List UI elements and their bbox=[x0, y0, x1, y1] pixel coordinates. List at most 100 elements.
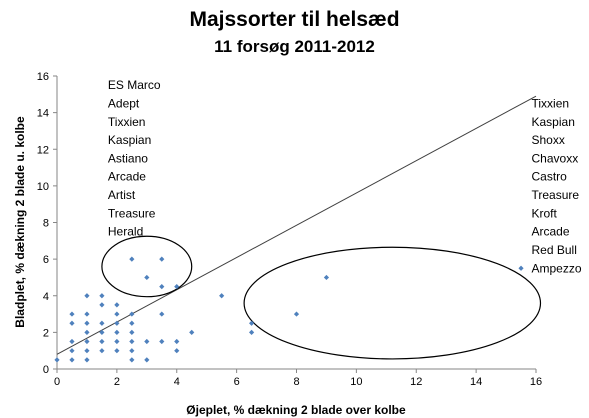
data-point bbox=[114, 348, 120, 354]
annotations: ES Marco Adept Tixxien Kaspian Astiano Arcade… bbox=[108, 78, 582, 275]
data-point bbox=[129, 329, 135, 335]
data-point bbox=[114, 311, 120, 317]
data-point bbox=[99, 338, 105, 345]
x-tick-label: 12 bbox=[410, 376, 422, 388]
variety-label: Treasure bbox=[108, 206, 156, 220]
data-point bbox=[69, 338, 75, 345]
data-point bbox=[99, 329, 105, 335]
variety-label: Artist bbox=[108, 188, 136, 202]
data-point bbox=[84, 320, 90, 326]
variety-label: Kroft bbox=[532, 206, 558, 220]
data-point bbox=[84, 348, 90, 354]
variety-label: Shoxx bbox=[532, 133, 565, 147]
x-tick-label: 6 bbox=[234, 376, 240, 388]
data-point bbox=[159, 283, 165, 290]
data-point bbox=[323, 274, 330, 281]
data-point bbox=[69, 357, 75, 363]
y-tick-label: 0 bbox=[43, 364, 49, 376]
data-point bbox=[54, 357, 60, 363]
data-point bbox=[129, 338, 135, 345]
data-point bbox=[69, 348, 75, 354]
data-point bbox=[99, 302, 105, 308]
data-point bbox=[114, 329, 120, 335]
x-tick-label: 4 bbox=[174, 376, 180, 388]
data-point bbox=[144, 338, 150, 345]
data-point bbox=[129, 357, 135, 363]
x-tick-label: 8 bbox=[293, 376, 299, 388]
x-tick-label: 10 bbox=[350, 376, 362, 388]
data-point bbox=[159, 256, 165, 262]
variety-label: Chavoxx bbox=[532, 151, 579, 165]
chart-axes bbox=[53, 75, 537, 373]
data-point bbox=[99, 348, 105, 354]
y-tick-label: 2 bbox=[43, 327, 49, 339]
data-point bbox=[69, 320, 75, 326]
data-point bbox=[129, 320, 135, 326]
chart-subtitle: 11 forsøg 2011-2012 bbox=[214, 37, 375, 56]
data-point bbox=[159, 311, 165, 317]
data-point bbox=[174, 338, 180, 345]
data-point bbox=[144, 357, 150, 363]
data-point bbox=[174, 348, 180, 354]
x-tick-label: 0 bbox=[54, 376, 60, 388]
variety-label: Castro bbox=[532, 170, 568, 184]
x-tick-label: 14 bbox=[470, 376, 482, 388]
variety-label: Astiano bbox=[108, 151, 148, 165]
reference-line-group bbox=[56, 95, 537, 355]
data-point bbox=[114, 302, 120, 308]
y-axis-label: Bladplet, % dækning 2 blade u. kolbe bbox=[13, 116, 27, 328]
data-point bbox=[84, 338, 90, 345]
data-point bbox=[84, 311, 90, 317]
data-point bbox=[99, 320, 105, 326]
variety-label: Treasure bbox=[532, 188, 580, 202]
data-point bbox=[69, 311, 75, 317]
variety-label: ES Marco bbox=[108, 78, 161, 92]
variety-label: Tixxien bbox=[532, 96, 570, 110]
chart-title: Majssorter til helsæd bbox=[189, 8, 400, 31]
variety-label: Arcade bbox=[108, 170, 146, 184]
y-tick-label: 10 bbox=[37, 181, 49, 193]
data-point bbox=[248, 329, 255, 335]
data-point bbox=[84, 293, 90, 299]
data-point bbox=[84, 329, 90, 335]
y-tick-label: 8 bbox=[43, 218, 49, 230]
data-point bbox=[144, 274, 150, 281]
group-ellipse-2 bbox=[243, 246, 542, 360]
data-point bbox=[159, 338, 165, 345]
variety-label: Kaspian bbox=[108, 133, 151, 147]
data-point bbox=[114, 338, 120, 345]
data-point bbox=[84, 357, 90, 363]
variety-label: Arcade bbox=[532, 225, 570, 239]
data-point bbox=[219, 293, 225, 299]
data-point bbox=[99, 293, 105, 299]
variety-label: Adept bbox=[108, 96, 140, 110]
group-ellipse-1 bbox=[101, 235, 193, 298]
y-tick-label: 12 bbox=[37, 144, 49, 156]
x-tick-label: 16 bbox=[530, 376, 542, 388]
y-tick-label: 6 bbox=[43, 254, 49, 266]
ellipses-group bbox=[101, 235, 542, 360]
data-point bbox=[189, 329, 195, 335]
data-point bbox=[129, 348, 135, 354]
data-point bbox=[248, 320, 255, 326]
variety-label: Herald bbox=[108, 225, 143, 239]
y-tick-label: 4 bbox=[43, 291, 49, 303]
y-tick-label: 16 bbox=[37, 71, 49, 83]
data-points bbox=[54, 256, 524, 363]
x-axis-label: Øjeplet, % dækning 2 blade over kolbe bbox=[186, 403, 406, 417]
variety-label: Tixxien bbox=[108, 115, 146, 129]
data-point bbox=[293, 311, 300, 317]
data-point bbox=[114, 320, 120, 326]
y-tick-label: 14 bbox=[37, 108, 49, 120]
x-tick-label: 2 bbox=[114, 376, 120, 388]
tick-labels: 0 2 4 6 8 10 12 14 16 0 2 4 6 8 10 12 14 16 bbox=[37, 71, 542, 388]
data-point bbox=[129, 256, 135, 262]
variety-label: Kaspian bbox=[532, 115, 575, 129]
data-point bbox=[129, 311, 135, 317]
data-point bbox=[518, 265, 524, 271]
variety-label: Red Bull bbox=[532, 243, 577, 257]
reference-line bbox=[56, 95, 537, 355]
data-point bbox=[174, 283, 180, 290]
variety-label: Ampezzo bbox=[532, 261, 582, 275]
